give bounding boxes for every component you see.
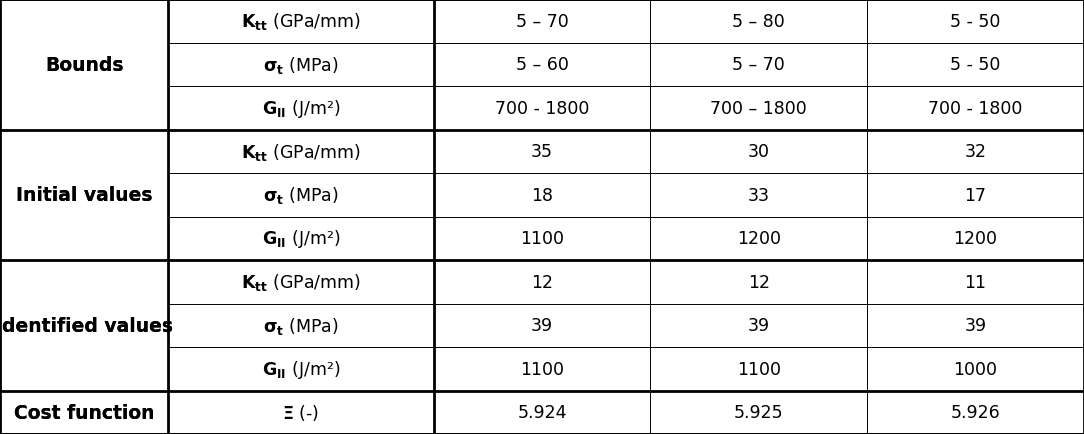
Text: 39: 39: [748, 316, 770, 335]
Text: 1100: 1100: [520, 230, 564, 248]
Text: 35: 35: [531, 143, 553, 161]
Text: $\mathbf{G_{II}}$ (J/m²): $\mathbf{G_{II}}$ (J/m²): [261, 228, 340, 250]
Text: 12: 12: [531, 273, 553, 291]
Text: 5.924: 5.924: [517, 403, 567, 421]
Text: Initial values: Initial values: [16, 186, 152, 205]
Text: Identified values: Identified values: [0, 316, 173, 335]
Text: 700 - 1800: 700 - 1800: [494, 99, 590, 118]
Bar: [0, 0, 168, 130]
Text: 30: 30: [748, 143, 770, 161]
Text: 12: 12: [748, 273, 770, 291]
Text: 17: 17: [965, 186, 986, 204]
Text: 5 – 80: 5 – 80: [733, 13, 785, 31]
Text: $\mathbf{\Xi}$ (-): $\mathbf{\Xi}$ (-): [283, 402, 319, 422]
Bar: [0, 260, 168, 391]
Text: $\mathbf{K_{tt}}$ (GPa/mm): $\mathbf{K_{tt}}$ (GPa/mm): [241, 11, 361, 32]
Text: 5.925: 5.925: [734, 403, 784, 421]
Text: 1100: 1100: [520, 360, 564, 378]
Text: 700 – 1800: 700 – 1800: [710, 99, 808, 118]
Text: 5 – 70: 5 – 70: [733, 56, 785, 74]
Text: 700 - 1800: 700 - 1800: [928, 99, 1023, 118]
Text: 33: 33: [748, 186, 770, 204]
Text: $\mathbf{K_{tt}}$ (GPa/mm): $\mathbf{K_{tt}}$ (GPa/mm): [241, 272, 361, 293]
Text: $\mathbf{\sigma_t}$ (MPa): $\mathbf{\sigma_t}$ (MPa): [263, 185, 338, 206]
Text: Identified values: Identified values: [0, 316, 173, 335]
Bar: [0, 391, 168, 434]
Text: $\mathbf{K_{tt}}$ (GPa/mm): $\mathbf{K_{tt}}$ (GPa/mm): [241, 141, 361, 162]
Text: $\mathbf{\sigma_t}$ (MPa): $\mathbf{\sigma_t}$ (MPa): [263, 315, 338, 336]
Text: 1200: 1200: [737, 230, 780, 248]
Text: 5 – 60: 5 – 60: [516, 56, 568, 74]
Text: 32: 32: [965, 143, 986, 161]
Text: Initial values: Initial values: [16, 186, 152, 205]
Text: $\mathbf{G_{II}}$ (J/m²): $\mathbf{G_{II}}$ (J/m²): [261, 98, 340, 119]
Text: 18: 18: [531, 186, 553, 204]
Text: Cost function: Cost function: [14, 403, 154, 422]
Text: Cost function: Cost function: [14, 403, 154, 422]
Text: $\mathbf{G_{II}}$ (J/m²): $\mathbf{G_{II}}$ (J/m²): [261, 358, 340, 380]
Text: 1200: 1200: [954, 230, 997, 248]
Text: $\mathbf{\sigma_t}$ (MPa): $\mathbf{\sigma_t}$ (MPa): [263, 55, 338, 76]
Text: Bounds: Bounds: [44, 56, 124, 75]
Text: 39: 39: [965, 316, 986, 335]
Text: 1000: 1000: [954, 360, 997, 378]
Text: 5 - 50: 5 - 50: [951, 56, 1001, 74]
Text: Bounds: Bounds: [44, 56, 124, 75]
Text: 5 – 70: 5 – 70: [516, 13, 568, 31]
Text: 1100: 1100: [737, 360, 780, 378]
Text: 11: 11: [965, 273, 986, 291]
Text: 5 - 50: 5 - 50: [951, 13, 1001, 31]
Text: 39: 39: [531, 316, 553, 335]
Bar: [0, 130, 168, 260]
Text: 5.926: 5.926: [951, 403, 1001, 421]
